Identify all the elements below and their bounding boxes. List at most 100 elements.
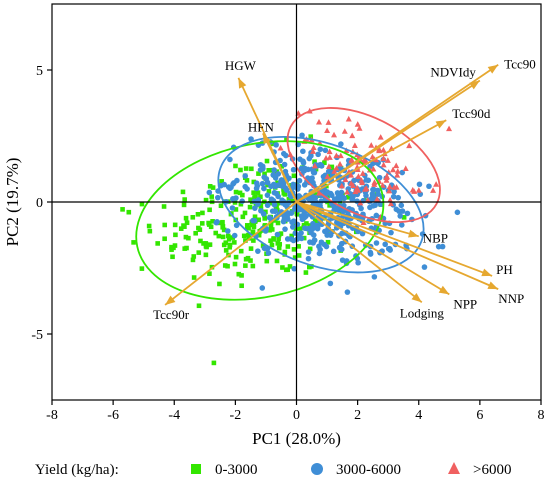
loading-label-HFN: HFN xyxy=(248,119,275,134)
data-point xyxy=(285,244,291,249)
data-point xyxy=(386,187,393,194)
data-point xyxy=(253,180,260,186)
data-point xyxy=(199,221,205,226)
data-point xyxy=(401,215,407,220)
data-point xyxy=(309,264,314,269)
data-point xyxy=(265,250,272,256)
data-point xyxy=(186,235,191,241)
data-point xyxy=(331,168,338,174)
data-point xyxy=(402,165,409,171)
legend-item-1: 3000-6000 xyxy=(311,462,401,478)
loading-label-NPP: NPP xyxy=(453,296,477,311)
data-point xyxy=(350,193,356,200)
data-point xyxy=(243,263,248,268)
data-point xyxy=(242,210,248,216)
data-point xyxy=(249,166,254,172)
data-point xyxy=(219,179,224,184)
data-point xyxy=(350,182,357,188)
data-point xyxy=(308,134,314,139)
data-point xyxy=(222,263,228,268)
data-point xyxy=(195,211,201,217)
data-point xyxy=(288,210,295,216)
data-point xyxy=(245,255,251,261)
data-point xyxy=(308,152,314,159)
data-point xyxy=(206,189,213,196)
data-point xyxy=(264,258,270,264)
data-point xyxy=(250,229,256,235)
loading-vector-NDVIdy xyxy=(296,79,481,203)
data-point xyxy=(346,194,351,200)
data-point xyxy=(323,154,330,161)
data-point xyxy=(305,195,312,202)
loading-label-Lodging: Lodging xyxy=(400,305,445,320)
data-point xyxy=(269,242,275,248)
data-point xyxy=(252,195,257,200)
data-point xyxy=(383,174,390,180)
x-tick-label: 2 xyxy=(354,408,361,423)
data-point xyxy=(355,259,361,266)
data-point xyxy=(294,186,301,192)
data-point xyxy=(355,173,362,179)
data-point xyxy=(234,177,240,184)
data-point xyxy=(337,160,344,167)
x-tick-label: -2 xyxy=(230,408,242,423)
axis-ticks: -8 -6 -4 -2 0 2 4 6 8 -5 0 5 xyxy=(31,64,544,423)
data-point xyxy=(286,197,292,202)
y-tick-label: 0 xyxy=(36,196,43,211)
data-point xyxy=(197,227,203,232)
data-point xyxy=(368,142,375,148)
data-point xyxy=(370,186,377,193)
data-point xyxy=(274,231,281,238)
data-point xyxy=(322,147,329,154)
data-point xyxy=(286,175,292,182)
data-point xyxy=(246,232,251,238)
arrowhead-HGW xyxy=(238,77,247,89)
data-point xyxy=(220,234,226,240)
data-point xyxy=(258,194,263,200)
data-point xyxy=(274,205,279,211)
loading-vector-Lodging xyxy=(295,201,423,304)
data-point xyxy=(312,218,318,223)
data-point xyxy=(325,239,331,245)
data-point xyxy=(352,188,359,195)
data-point xyxy=(387,247,393,253)
data-point xyxy=(162,236,167,242)
x-tick-label: 6 xyxy=(476,408,483,423)
data-point xyxy=(322,228,328,235)
data-point xyxy=(291,247,297,252)
data-point xyxy=(271,237,276,242)
data-point xyxy=(272,208,278,214)
data-point xyxy=(376,145,383,152)
loading-label-Tcc90d: Tcc90d xyxy=(452,106,491,121)
data-point xyxy=(411,188,418,194)
legend-label: 0-3000 xyxy=(215,462,258,478)
data-point xyxy=(139,266,145,271)
data-point xyxy=(370,165,377,172)
data-point xyxy=(271,201,278,208)
data-point xyxy=(172,222,178,228)
data-point xyxy=(304,225,311,232)
data-point xyxy=(316,243,322,250)
data-point xyxy=(147,228,153,234)
loading-vector-PH xyxy=(296,201,493,277)
data-point xyxy=(272,218,277,223)
data-point xyxy=(178,226,184,231)
data-point xyxy=(376,174,383,181)
data-point xyxy=(354,198,360,205)
data-point xyxy=(232,240,237,245)
data-point xyxy=(256,217,261,223)
data-point xyxy=(207,184,213,189)
data-point xyxy=(330,248,337,255)
data-point xyxy=(390,166,397,173)
data-point xyxy=(288,236,295,242)
data-point xyxy=(391,184,398,190)
data-point xyxy=(173,232,178,238)
loading-vectors: Tcc90 NDVIdy Tcc90d HGW HFN NBP PH NNP NPP Lodgin… xyxy=(153,57,536,322)
data-point xyxy=(338,141,344,147)
data-point xyxy=(307,246,313,252)
data-point xyxy=(393,162,400,169)
x-tick-label: 8 xyxy=(538,408,545,423)
data-point xyxy=(255,248,261,254)
data-point xyxy=(211,360,217,366)
data-point xyxy=(310,144,317,151)
